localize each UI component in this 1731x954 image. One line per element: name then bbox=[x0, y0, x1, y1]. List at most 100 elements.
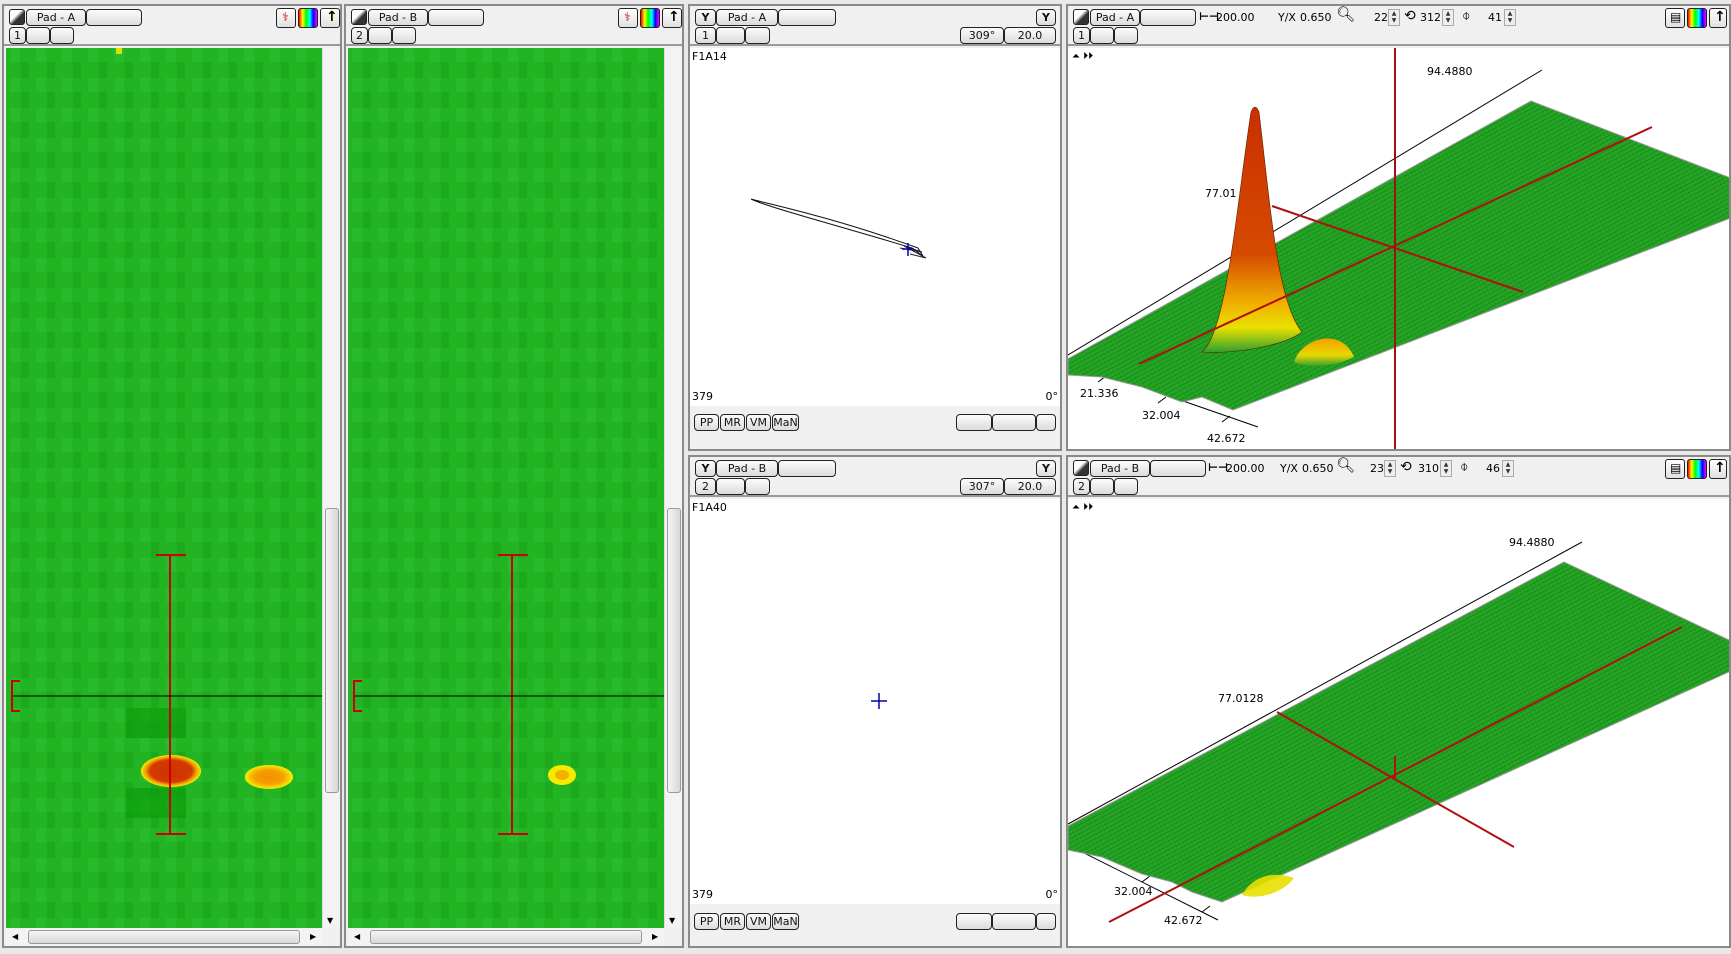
pad-select-button[interactable]: Pad - B bbox=[368, 9, 428, 26]
pad-select-button[interactable]: Pad - B bbox=[1090, 460, 1150, 477]
zoom-spinner[interactable]: ▲ ▼ bbox=[1388, 9, 1400, 26]
phase-button[interactable]: 309° bbox=[960, 27, 1004, 44]
palette-icon[interactable] bbox=[640, 8, 660, 28]
rotation-value: 312 bbox=[1420, 11, 1441, 24]
blank-button[interactable] bbox=[428, 9, 484, 26]
palette-icon[interactable] bbox=[1687, 459, 1707, 479]
arrow-up-icon[interactable]: ↑ bbox=[320, 8, 340, 28]
palette-icon[interactable] bbox=[1687, 8, 1707, 28]
scroll-thumb[interactable] bbox=[370, 930, 642, 944]
cscan-image[interactable] bbox=[6, 48, 322, 928]
impedance-plot[interactable]: F1A14 379 0° bbox=[690, 48, 1060, 406]
blank-button[interactable] bbox=[716, 27, 745, 44]
blank-button[interactable] bbox=[778, 9, 836, 26]
palette-icon[interactable] bbox=[298, 8, 318, 28]
blank-button[interactable] bbox=[1140, 9, 1196, 26]
blank-button[interactable] bbox=[1036, 913, 1056, 930]
blank-button[interactable] bbox=[1150, 460, 1206, 477]
gain-button[interactable]: 20.0 bbox=[1004, 478, 1056, 495]
vertical-scrollbar[interactable]: ▼ bbox=[322, 48, 340, 928]
blank-button[interactable] bbox=[956, 414, 992, 431]
cscan-image[interactable] bbox=[348, 48, 664, 928]
mr-button[interactable]: MR bbox=[720, 913, 745, 930]
blank-button[interactable] bbox=[86, 9, 142, 26]
pp-button[interactable]: PP bbox=[694, 414, 719, 431]
vm-button[interactable]: VM bbox=[746, 414, 771, 431]
blank-button[interactable] bbox=[392, 27, 416, 44]
report-icon[interactable]: ▤ bbox=[1665, 459, 1685, 479]
report-icon[interactable]: ▤ bbox=[1665, 8, 1685, 28]
rotation-spinner[interactable]: ▲ ▼ bbox=[1440, 460, 1452, 477]
filter-button-right[interactable]: Y bbox=[1036, 9, 1056, 26]
scroll-right-arrow[interactable]: ▶ bbox=[652, 932, 659, 941]
expand-icon[interactable]: ⏶ ⏵⏵ bbox=[1072, 51, 1094, 62]
filter-button[interactable]: Y bbox=[695, 9, 716, 26]
channel-button[interactable]: 2 bbox=[1073, 478, 1090, 495]
blank-button[interactable] bbox=[992, 414, 1036, 431]
probe-icon[interactable]: ⚕ bbox=[618, 8, 638, 28]
zoom-spinner[interactable]: ▲ ▼ bbox=[1384, 460, 1396, 477]
blank-button[interactable] bbox=[716, 478, 745, 495]
scroll-thumb[interactable] bbox=[28, 930, 300, 944]
pp-button[interactable]: PP bbox=[694, 913, 719, 930]
channel-button[interactable]: 1 bbox=[695, 27, 716, 44]
window-menu-icon[interactable] bbox=[1073, 460, 1089, 476]
window-menu-icon[interactable] bbox=[9, 9, 25, 25]
scroll-left-arrow[interactable]: ◀ bbox=[12, 932, 19, 941]
man-button[interactable]: MaN bbox=[772, 414, 799, 431]
cursor-crosshair[interactable] bbox=[353, 554, 664, 835]
scroll-left-arrow[interactable]: ◀ bbox=[354, 932, 361, 941]
blank-button[interactable] bbox=[368, 27, 392, 44]
blank-button[interactable] bbox=[26, 27, 50, 44]
blank-button[interactable] bbox=[1114, 27, 1138, 44]
blank-button[interactable] bbox=[745, 478, 770, 495]
gain-button[interactable]: 20.0 bbox=[1004, 27, 1056, 44]
blank-button[interactable] bbox=[1114, 478, 1138, 495]
3d-surface-view[interactable]: ⏶ ⏵⏵ 94.4880 bbox=[1068, 48, 1729, 449]
tilt-spinner[interactable]: ▲ ▼ bbox=[1504, 9, 1516, 26]
phase-button[interactable]: 307° bbox=[960, 478, 1004, 495]
blank-button[interactable] bbox=[1090, 478, 1114, 495]
filter-button[interactable]: Y bbox=[695, 460, 716, 477]
blank-button[interactable] bbox=[745, 27, 770, 44]
blank-button[interactable] bbox=[992, 913, 1036, 930]
vertical-scrollbar[interactable]: ▼ bbox=[664, 48, 682, 928]
cursor-crosshair[interactable] bbox=[11, 554, 322, 835]
pad-select-button[interactable]: Pad - A bbox=[716, 9, 778, 26]
axis-label: 21.336 bbox=[1080, 387, 1119, 400]
tilt-spinner[interactable]: ▲ ▼ bbox=[1502, 460, 1514, 477]
mr-button[interactable]: MR bbox=[720, 414, 745, 431]
channel-button[interactable]: 2 bbox=[695, 478, 716, 495]
vm-button[interactable]: VM bbox=[746, 913, 771, 930]
channel-button[interactable]: 1 bbox=[9, 27, 26, 44]
scroll-down-arrow[interactable]: ▼ bbox=[669, 916, 676, 925]
pad-select-button[interactable]: Pad - A bbox=[1090, 9, 1140, 26]
pad-select-button[interactable]: Pad - B bbox=[716, 460, 778, 477]
arrow-up-icon[interactable]: ↑ bbox=[1709, 459, 1727, 479]
filter-button-right[interactable]: Y bbox=[1036, 460, 1056, 477]
impedance-plot[interactable]: F1A40 379 0° bbox=[690, 499, 1060, 904]
arrow-up-icon[interactable]: ↑ bbox=[1709, 8, 1727, 28]
channel-button[interactable]: 1 bbox=[1073, 27, 1090, 44]
man-button[interactable]: MaN bbox=[772, 913, 799, 930]
horizontal-scrollbar[interactable]: ◀ ▶ bbox=[348, 928, 664, 946]
scroll-right-arrow[interactable]: ▶ bbox=[310, 932, 317, 941]
channel-button[interactable]: 2 bbox=[351, 27, 368, 44]
arrow-up-icon[interactable]: ↑ bbox=[662, 8, 682, 28]
rotation-spinner[interactable]: ▲ ▼ bbox=[1442, 9, 1454, 26]
blank-button[interactable] bbox=[778, 460, 836, 477]
window-menu-icon[interactable] bbox=[1073, 9, 1089, 25]
blank-button[interactable] bbox=[1090, 27, 1114, 44]
probe-icon[interactable]: ⚕ bbox=[276, 8, 296, 28]
blank-button[interactable] bbox=[956, 913, 992, 930]
blank-button[interactable] bbox=[50, 27, 74, 44]
expand-icon[interactable]: ⏶ ⏵⏵ bbox=[1072, 502, 1094, 513]
pad-select-button[interactable]: Pad - A bbox=[26, 9, 86, 26]
blank-button[interactable] bbox=[1036, 414, 1056, 431]
scroll-down-arrow[interactable]: ▼ bbox=[327, 916, 334, 925]
scroll-thumb[interactable] bbox=[667, 508, 681, 793]
window-menu-icon[interactable] bbox=[351, 9, 367, 25]
scroll-thumb[interactable] bbox=[325, 508, 339, 793]
horizontal-scrollbar[interactable]: ◀ ▶ bbox=[6, 928, 322, 946]
3d-surface-view[interactable]: ⏶ ⏵⏵ 94.4880 77.0128 32.004 42.672 bbox=[1068, 499, 1729, 946]
